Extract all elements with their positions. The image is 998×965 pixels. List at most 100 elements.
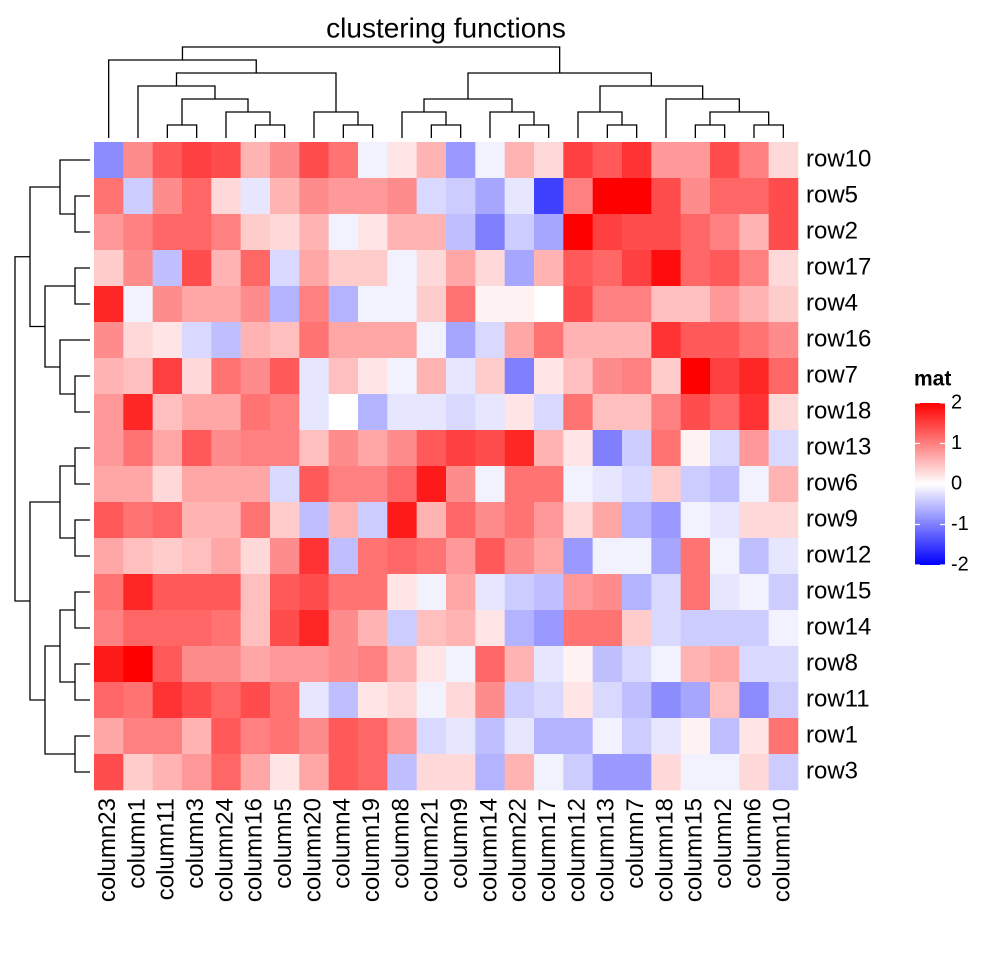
column-label: column20	[299, 798, 326, 902]
dendrogram-branch	[74, 195, 90, 233]
heatmap-cell	[94, 358, 124, 395]
heatmap-cell	[563, 322, 593, 359]
heatmap-cell	[358, 394, 388, 431]
heatmap-cell	[710, 286, 740, 323]
heatmap-cell	[768, 286, 799, 323]
heatmap-cell	[651, 646, 681, 683]
heatmap-cell	[739, 214, 769, 251]
heatmap-cell	[123, 466, 153, 503]
heatmap-cell	[123, 646, 153, 683]
heatmap-cell	[622, 502, 652, 539]
heatmap-cell	[651, 538, 681, 575]
heatmap-cell	[504, 286, 535, 323]
heatmap-cell	[270, 322, 300, 359]
legend-title: mat	[914, 368, 951, 391]
heatmap-cell	[622, 682, 652, 719]
heatmap-cell	[152, 286, 183, 323]
heatmap-cell	[563, 250, 593, 287]
heatmap-cell	[768, 574, 799, 611]
column-label: column6	[739, 798, 766, 889]
heatmap-cell	[123, 430, 153, 467]
heatmap-cell	[94, 502, 124, 539]
heatmap-cell	[534, 358, 564, 395]
heatmap-cell	[446, 682, 476, 719]
heatmap-cell	[504, 430, 535, 467]
heatmap-cell	[446, 286, 476, 323]
heatmap-cell	[328, 430, 359, 467]
heatmap-cell	[328, 178, 359, 215]
dendrogram-branch	[59, 465, 75, 539]
heatmap-cell	[94, 178, 124, 215]
heatmap-cell	[358, 538, 388, 575]
heatmap-cell	[358, 250, 388, 287]
heatmap-cell	[592, 250, 623, 287]
heatmap-cell	[651, 502, 681, 539]
heatmap-cell	[534, 430, 564, 467]
heatmap-cell	[651, 142, 681, 179]
heatmap-cell	[152, 142, 183, 179]
heatmap-cell	[534, 286, 564, 323]
heatmap-cell	[270, 394, 300, 431]
heatmap-cell	[680, 502, 711, 539]
heatmap-cell	[94, 466, 124, 503]
heatmap-cell	[504, 718, 535, 755]
heatmap-cell	[94, 754, 124, 791]
heatmap-cell	[651, 754, 681, 791]
heatmap-cell	[270, 178, 300, 215]
heatmap-cell	[563, 394, 593, 431]
heatmap-cell	[152, 178, 183, 215]
heatmap-cell	[592, 142, 623, 179]
heatmap-cell	[211, 610, 241, 647]
heatmap-cell	[182, 682, 212, 719]
heatmap-cell	[358, 358, 388, 395]
heatmap-cell	[211, 574, 241, 611]
heatmap-cell	[299, 286, 329, 323]
heatmap-cell	[592, 466, 623, 503]
heatmap-cell	[299, 178, 329, 215]
heatmap-cell	[446, 754, 476, 791]
heatmap-cell	[123, 754, 153, 791]
dendrogram-branch	[175, 72, 337, 112]
heatmap-cell	[475, 214, 505, 251]
dendrogram-branch	[74, 447, 90, 485]
heatmap-cell	[270, 250, 300, 287]
heatmap-cell	[270, 142, 300, 179]
heatmap-cell	[387, 682, 417, 719]
heatmap-cell	[710, 142, 740, 179]
heatmap-cell	[534, 214, 564, 251]
heatmap-cell	[446, 718, 476, 755]
heatmap-cell	[123, 610, 153, 647]
heatmap-cell	[622, 250, 652, 287]
heatmap-cell	[358, 142, 388, 179]
heatmap-cell	[416, 646, 447, 683]
heatmap-cell	[592, 574, 623, 611]
heatmap-cell	[152, 430, 183, 467]
heatmap-cell	[358, 754, 388, 791]
heatmap-cell	[416, 610, 447, 647]
heatmap-cell	[358, 682, 388, 719]
heatmap-cell	[710, 646, 740, 683]
heatmap-cell	[358, 466, 388, 503]
row-label: row8	[806, 649, 858, 676]
heatmap-cell	[358, 214, 388, 251]
heatmap-cell	[387, 718, 417, 755]
heatmap-cell	[123, 358, 153, 395]
dendrogram-branch	[74, 663, 90, 701]
column-label: column18	[651, 798, 678, 902]
heatmap-cell	[710, 394, 740, 431]
row-label: row1	[806, 721, 858, 748]
heatmap-cell	[152, 466, 183, 503]
heatmap-cell	[94, 574, 124, 611]
column-label: column24	[211, 798, 238, 902]
heatmap-cell	[328, 286, 359, 323]
dendrogram-branch	[137, 85, 216, 138]
heatmap-cell	[94, 286, 124, 323]
heatmap-cell	[768, 718, 799, 755]
heatmap-cell	[739, 538, 769, 575]
heatmap-cell	[358, 610, 388, 647]
heatmap-cell	[739, 178, 769, 215]
heatmap-cell	[182, 394, 212, 431]
heatmap-cell	[299, 754, 329, 791]
heatmap-cell	[240, 682, 271, 719]
